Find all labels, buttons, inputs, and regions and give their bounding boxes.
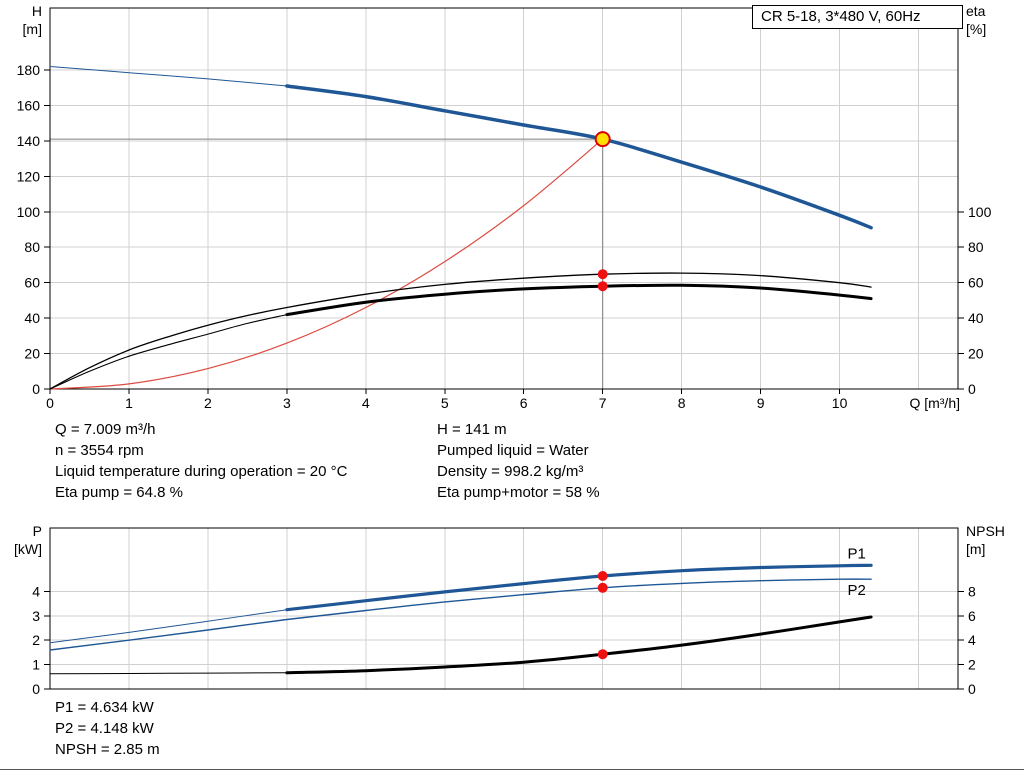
h-curve <box>285 84 873 230</box>
svg-text:5: 5 <box>441 395 449 411</box>
bottom-divider <box>0 769 1024 770</box>
svg-text:1: 1 <box>125 395 133 411</box>
annotation-eta-pump: Eta pump = 64.8 % <box>55 484 183 501</box>
eta-pump-curve <box>49 272 872 390</box>
grid <box>50 8 958 389</box>
power-npsh-chart: 0 1 2 3 4 0 2 4 6 8 P [kW] NPSH [m] P1 P2 <box>14 523 1005 697</box>
svg-text:7: 7 <box>599 395 607 411</box>
pump-model-box: CR 5-18, 3*480 V, 60Hz <box>752 5 963 29</box>
svg-text:120: 120 <box>17 168 41 184</box>
annotation-eta-pump-motor: Eta pump+motor = 58 % <box>437 484 600 501</box>
annotation-p1: P1 = 4.634 kW <box>55 699 154 716</box>
svg-text:0: 0 <box>32 681 40 697</box>
svg-text:10: 10 <box>832 395 848 411</box>
svg-text:0: 0 <box>46 395 54 411</box>
annotation-p2: P2 = 4.148 kW <box>55 720 154 737</box>
power-data-block: P1 = 4.634 kW P2 = 4.148 kW NPSH = 2.85 … <box>55 697 160 760</box>
eta-pump-point <box>597 269 608 280</box>
svg-text:60: 60 <box>968 275 984 291</box>
svg-text:P: P <box>33 523 42 539</box>
svg-text:4: 4 <box>362 395 370 411</box>
svg-text:Q [m³/h]: Q [m³/h] <box>909 395 960 411</box>
p2-curve <box>49 578 872 651</box>
p1-curve <box>285 563 873 612</box>
svg-text:0: 0 <box>968 681 976 697</box>
annotation-h: H = 141 m <box>437 421 507 438</box>
svg-text:8: 8 <box>678 395 686 411</box>
p1-label: P1 <box>848 546 866 563</box>
operating-data-left: Q = 7.009 m³/h n = 3554 rpm Liquid tempe… <box>55 419 347 503</box>
svg-text:0: 0 <box>968 381 976 397</box>
svg-text:100: 100 <box>17 204 41 220</box>
svg-text:2: 2 <box>968 657 976 673</box>
svg-text:100: 100 <box>968 204 992 220</box>
svg-text:1: 1 <box>32 657 40 673</box>
h-curve-extension <box>49 66 288 87</box>
annotation-n: n = 3554 rpm <box>55 442 144 459</box>
svg-text:4: 4 <box>968 632 976 648</box>
svg-text:80: 80 <box>968 239 984 255</box>
axes-frame <box>44 7 964 394</box>
svg-text:[%]: [%] <box>966 21 986 37</box>
svg-text:2: 2 <box>204 395 212 411</box>
eta-pump-motor-point <box>597 281 608 292</box>
svg-text:0: 0 <box>32 381 40 397</box>
head-efficiency-chart: 0 1 2 3 4 5 6 7 8 9 100204060801001201401601800204… <box>17 3 992 411</box>
svg-text:[kW]: [kW] <box>14 541 42 557</box>
tick-labels: 0 1 2 3 4 0 2 4 6 8 P [kW] NPSH [m] <box>14 523 1005 697</box>
axes-frame <box>44 527 964 690</box>
p1-point <box>597 571 608 581</box>
svg-text:3: 3 <box>32 608 40 624</box>
system-curve <box>49 138 604 390</box>
npsh-point <box>597 649 608 660</box>
svg-text:eta: eta <box>966 3 986 19</box>
svg-text:80: 80 <box>24 239 40 255</box>
svg-text:H: H <box>32 3 42 19</box>
svg-text:180: 180 <box>17 62 41 78</box>
npsh-curve-lead <box>49 672 288 675</box>
svg-text:60: 60 <box>24 275 40 291</box>
svg-text:40: 40 <box>24 310 40 326</box>
svg-text:9: 9 <box>757 395 765 411</box>
tick-labels: 0 1 2 3 4 5 6 7 8 9 100204060801001201401601800204… <box>17 3 992 411</box>
svg-text:3: 3 <box>283 395 291 411</box>
operating-data-right: H = 141 m Pumped liquid = Water Density … <box>437 419 600 503</box>
eta-pump-motor-curve-lead <box>49 314 288 390</box>
svg-text:20: 20 <box>24 346 40 362</box>
svg-text:20: 20 <box>968 346 984 362</box>
duty-point <box>594 131 611 148</box>
svg-text:4: 4 <box>32 583 40 599</box>
svg-text:40: 40 <box>968 310 984 326</box>
svg-text:8: 8 <box>968 583 976 599</box>
svg-text:[m]: [m] <box>966 541 985 557</box>
svg-text:6: 6 <box>520 395 528 411</box>
svg-text:NPSH: NPSH <box>966 523 1005 539</box>
p2-label: P2 <box>848 582 866 599</box>
svg-text:[m]: [m] <box>23 21 42 37</box>
svg-text:6: 6 <box>968 608 976 624</box>
p2-point <box>597 582 608 593</box>
svg-text:2: 2 <box>32 632 40 648</box>
p1-curve-lead <box>49 609 288 644</box>
svg-text:160: 160 <box>17 98 41 114</box>
annotation-npsh: NPSH = 2.85 m <box>55 741 160 758</box>
eta-pump-motor-curve <box>285 283 873 317</box>
annotation-density: Density = 998.2 kg/m³ <box>437 463 584 480</box>
svg-text:140: 140 <box>17 133 41 149</box>
annotation-pumped-liquid: Pumped liquid = Water <box>437 442 589 459</box>
annotation-liquid-temp: Liquid temperature during operation = 20… <box>55 463 348 480</box>
annotation-q: Q = 7.009 m³/h <box>55 421 156 438</box>
